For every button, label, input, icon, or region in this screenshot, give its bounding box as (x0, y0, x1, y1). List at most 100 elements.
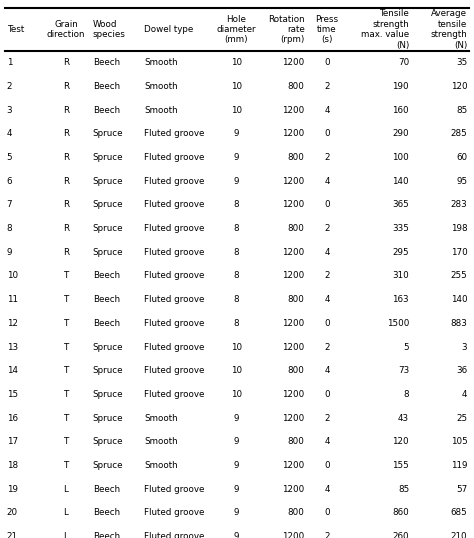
Text: 9: 9 (234, 130, 239, 138)
Text: 883: 883 (450, 319, 467, 328)
Text: Fluted groove: Fluted groove (144, 343, 205, 351)
Text: 10: 10 (231, 343, 242, 351)
Text: 60: 60 (456, 153, 467, 162)
Text: 9: 9 (234, 461, 239, 470)
Text: 2: 2 (324, 82, 330, 91)
Text: R: R (63, 224, 69, 233)
Text: R: R (63, 201, 69, 209)
Text: Grain
direction: Grain direction (47, 20, 85, 39)
Text: Spruce: Spruce (92, 343, 123, 351)
Text: 2: 2 (324, 224, 330, 233)
Text: 800: 800 (288, 508, 305, 517)
Text: Spruce: Spruce (92, 177, 123, 186)
Text: 17: 17 (7, 437, 18, 446)
Text: Fluted groove: Fluted groove (144, 153, 205, 162)
Text: 11: 11 (7, 295, 18, 304)
Text: 9: 9 (7, 248, 12, 257)
Text: 0: 0 (324, 59, 330, 67)
Text: 4: 4 (324, 295, 330, 304)
Text: 8: 8 (234, 224, 239, 233)
Text: 160: 160 (392, 106, 409, 115)
Text: 800: 800 (288, 366, 305, 375)
Text: Hole
diameter
(mm): Hole diameter (mm) (217, 15, 256, 45)
Text: T: T (63, 319, 69, 328)
Text: 800: 800 (288, 437, 305, 446)
Text: 19: 19 (7, 485, 18, 493)
Text: 35: 35 (456, 59, 467, 67)
Text: Beech: Beech (92, 59, 120, 67)
Text: 4: 4 (324, 177, 330, 186)
Text: 260: 260 (392, 532, 409, 538)
Text: 9: 9 (234, 508, 239, 517)
Text: 1200: 1200 (283, 532, 305, 538)
Text: T: T (63, 272, 69, 280)
Text: 8: 8 (7, 224, 12, 233)
Text: 0: 0 (324, 130, 330, 138)
Text: 18: 18 (7, 461, 18, 470)
Text: 2: 2 (324, 272, 330, 280)
Text: 4: 4 (324, 248, 330, 257)
Text: 20: 20 (7, 508, 18, 517)
Text: Spruce: Spruce (92, 224, 123, 233)
Text: Spruce: Spruce (92, 153, 123, 162)
Text: T: T (63, 437, 69, 446)
Text: T: T (63, 414, 69, 422)
Text: Smooth: Smooth (144, 437, 178, 446)
Text: R: R (63, 130, 69, 138)
Text: 170: 170 (451, 248, 467, 257)
Text: 1200: 1200 (283, 177, 305, 186)
Text: 4: 4 (324, 437, 330, 446)
Text: 0: 0 (324, 319, 330, 328)
Text: 860: 860 (392, 508, 409, 517)
Text: 9: 9 (234, 437, 239, 446)
Text: Fluted groove: Fluted groove (144, 295, 205, 304)
Text: T: T (63, 343, 69, 351)
Text: 8: 8 (234, 272, 239, 280)
Text: T: T (63, 390, 69, 399)
Text: 1200: 1200 (283, 485, 305, 493)
Text: 1200: 1200 (283, 130, 305, 138)
Text: Press
time
(s): Press time (s) (315, 15, 338, 45)
Text: Smooth: Smooth (144, 59, 178, 67)
Text: Fluted groove: Fluted groove (144, 248, 205, 257)
Text: 283: 283 (451, 201, 467, 209)
Text: Spruce: Spruce (92, 130, 123, 138)
Text: 1200: 1200 (283, 390, 305, 399)
Text: 800: 800 (288, 153, 305, 162)
Text: 0: 0 (324, 390, 330, 399)
Text: L: L (64, 485, 68, 493)
Text: Fluted groove: Fluted groove (144, 272, 205, 280)
Text: R: R (63, 59, 69, 67)
Text: 800: 800 (288, 82, 305, 91)
Text: 190: 190 (392, 82, 409, 91)
Text: 2: 2 (324, 153, 330, 162)
Text: Smooth: Smooth (144, 414, 178, 422)
Text: Beech: Beech (92, 82, 120, 91)
Text: 9: 9 (234, 177, 239, 186)
Text: 2: 2 (7, 82, 12, 91)
Text: Beech: Beech (92, 508, 120, 517)
Text: 120: 120 (451, 82, 467, 91)
Text: Spruce: Spruce (92, 248, 123, 257)
Text: 3: 3 (462, 343, 467, 351)
Text: 8: 8 (234, 248, 239, 257)
Text: Fluted groove: Fluted groove (144, 508, 205, 517)
Text: R: R (63, 248, 69, 257)
Text: Rotation
rate
(rpm): Rotation rate (rpm) (268, 15, 305, 45)
Text: 12: 12 (7, 319, 18, 328)
Text: 36: 36 (456, 366, 467, 375)
Text: 140: 140 (392, 177, 409, 186)
Text: 10: 10 (7, 272, 18, 280)
Text: 9: 9 (234, 414, 239, 422)
Text: 57: 57 (456, 485, 467, 493)
Text: 5: 5 (7, 153, 12, 162)
Text: L: L (64, 508, 68, 517)
Text: R: R (63, 177, 69, 186)
Text: 8: 8 (234, 295, 239, 304)
Text: 1200: 1200 (283, 414, 305, 422)
Text: 198: 198 (451, 224, 467, 233)
Text: 120: 120 (392, 437, 409, 446)
Text: 8: 8 (234, 201, 239, 209)
Text: 10: 10 (231, 106, 242, 115)
Text: 9: 9 (234, 153, 239, 162)
